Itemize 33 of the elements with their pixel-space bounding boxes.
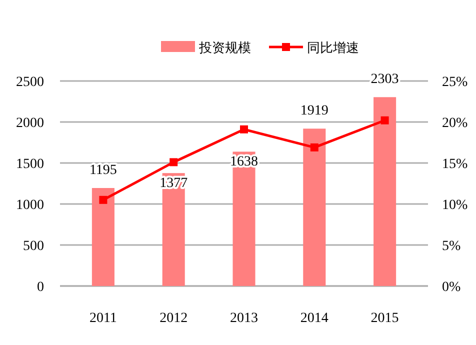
x-tick-label: 2013 <box>230 311 258 326</box>
bar <box>92 188 114 286</box>
y2-tick-label: 5% <box>442 239 461 254</box>
y2-tick-label: 15% <box>442 157 468 172</box>
x-tick-label: 2014 <box>300 311 328 326</box>
data-label: 1377 <box>160 176 188 192</box>
x-tick-label: 2011 <box>89 311 117 326</box>
y-tick-label: 0 <box>37 280 44 295</box>
legend-label: 投资规模 <box>198 41 251 56</box>
legend-label: 同比增速 <box>307 41 359 56</box>
x-tick-label: 2012 <box>160 311 188 326</box>
y2-tick-label: 25% <box>442 75 468 90</box>
point <box>310 143 318 152</box>
y-tick-label: 500 <box>23 239 44 254</box>
y2-tick-label: 0% <box>442 280 461 295</box>
bar <box>303 128 326 286</box>
y2-tick-label: 10% <box>442 198 468 213</box>
point <box>170 158 178 166</box>
y2-tick-label: 20% <box>442 116 468 131</box>
bar <box>374 97 396 286</box>
x-tick-label: 2015 <box>370 311 399 326</box>
bar <box>232 152 256 286</box>
y-tick-label: 2500 <box>16 75 44 90</box>
data-label: 1195 <box>89 163 117 178</box>
data-label: 2303 <box>370 72 399 88</box>
data-label: 1638 <box>230 154 258 170</box>
y-tick-label: 1000 <box>16 198 44 213</box>
point <box>99 196 108 204</box>
y-tick-label: 1500 <box>16 157 44 172</box>
y-tick-label: 2000 <box>16 116 44 131</box>
point <box>240 125 248 134</box>
data-label: 1919 <box>300 104 328 119</box>
point <box>380 116 389 124</box>
